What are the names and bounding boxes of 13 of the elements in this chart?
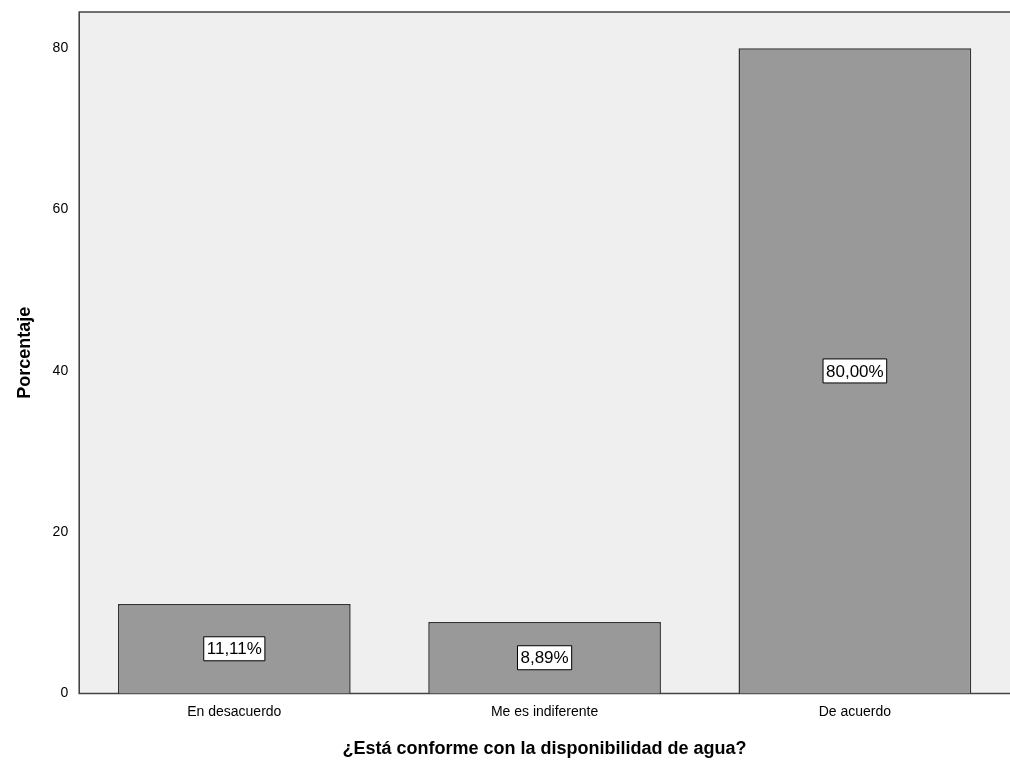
y-tick-label: 40	[52, 361, 69, 378]
y-tick-label: 0	[60, 684, 69, 701]
data-label: 8,89%	[520, 648, 569, 668]
data-label: 11,11%	[206, 639, 262, 659]
x-tick-label: De acuerdo	[818, 702, 892, 719]
x-axis-title: ¿Está conforme con la disponibilidad de agua?	[342, 738, 747, 759]
x-tick-label: En desacuerdo	[187, 702, 282, 719]
y-tick-label: 20	[52, 523, 69, 540]
y-tick-label: 60	[52, 200, 69, 217]
y-tick-label: 80	[52, 39, 69, 56]
data-label: 80,00%	[826, 361, 884, 381]
y-axis-title: Porcentaje	[13, 306, 34, 399]
x-tick-label: Me es indiferente	[490, 702, 599, 719]
